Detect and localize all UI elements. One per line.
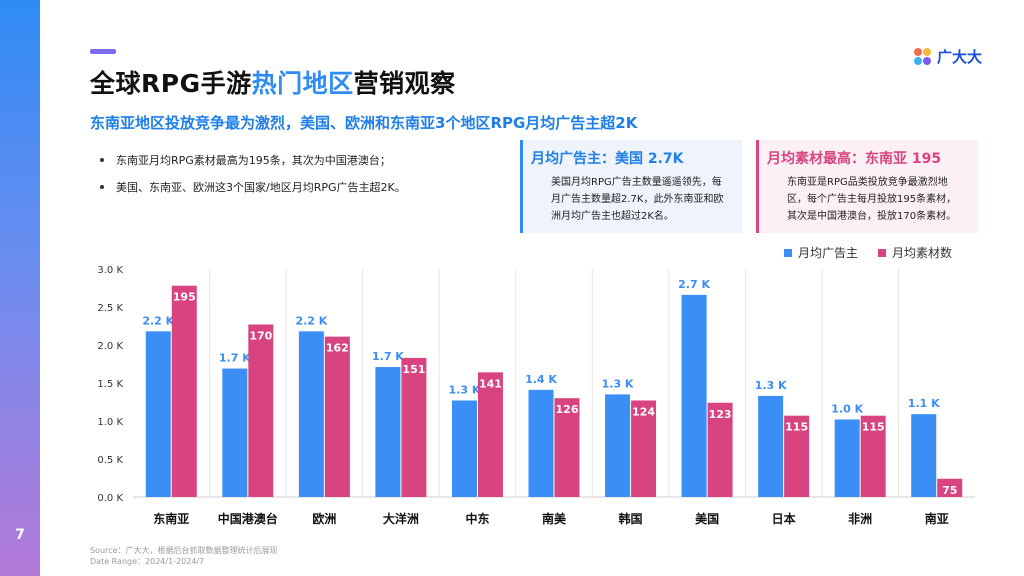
date-range-line: Date Range：2024/1-2024/7 [90, 557, 205, 566]
data-label-advertisers: 1.0 K [831, 402, 863, 415]
bullet-item: 东南亚月均RPG素材最高为195条，其次为中国港澳台； [100, 152, 406, 168]
bar-advertisers [298, 331, 324, 497]
x-category-label: 日本 [772, 511, 796, 526]
bar-materials [248, 324, 274, 497]
data-label-materials: 115 [862, 421, 885, 434]
data-label-advertisers: 2.2 K [142, 314, 174, 327]
clover-logo-icon [914, 47, 932, 66]
data-label-advertisers: 1.3 K [602, 377, 634, 390]
data-label-materials: 123 [709, 408, 732, 421]
source-note: Source：广大大，根据后台抓取数据整理统计后展现 Date Range：20… [90, 545, 277, 567]
data-label-materials: 170 [249, 329, 272, 342]
card-body: 东南亚是RPG品类投放竞争最激烈地区，每个广告主每月投放195条素材，其次是中国… [787, 177, 957, 222]
data-label-advertisers: 1.7 K [372, 350, 404, 363]
data-label-advertisers: 1.3 K [755, 379, 787, 392]
bar-materials [860, 415, 886, 497]
title-part2: 营销观察 [353, 69, 456, 98]
bar-materials [324, 336, 350, 497]
bar-advertisers [834, 419, 860, 497]
bar-materials [171, 285, 197, 497]
bar-advertisers [911, 414, 937, 497]
y-tick-label: 2.5 K [97, 303, 123, 314]
x-category-label: 南美 [542, 511, 567, 526]
bullet-dot [100, 158, 104, 162]
material-highlight-card: 月均素材最高：东南亚 195 东南亚是RPG品类投放竞争最激烈地区，每个广告主每… [756, 140, 978, 233]
bar-materials [554, 398, 580, 497]
y-tick-label: 0.0 K [97, 493, 123, 504]
data-label-materials: 115 [785, 421, 808, 434]
data-label-materials: 126 [556, 403, 579, 416]
bar-advertisers [375, 367, 401, 497]
bar-advertisers [222, 368, 248, 497]
bullet-list: 东南亚月均RPG素材最高为195条，其次为中国港澳台； 美国、东南亚、欧洲这3个… [100, 152, 406, 206]
bar-materials [937, 478, 963, 497]
brand-logo-text: 广大大 [937, 48, 983, 66]
title-part1: 全球RPG手游 [90, 69, 252, 98]
x-category-label: 东南亚 [153, 511, 189, 526]
bar-materials [401, 357, 427, 497]
y-tick-label: 3.0 K [97, 265, 123, 276]
data-label-advertisers: 1.4 K [525, 373, 557, 386]
data-label-advertisers: 1.3 K [449, 383, 481, 396]
brand-logo: 广大大 [914, 46, 982, 67]
data-label-materials: 162 [326, 342, 349, 355]
card-body: 美国月均RPG广告主数量遥遥领先，每月广告主数量超2.7K，此外东南亚和欧洲月均… [551, 177, 724, 222]
data-label-materials: 195 [173, 291, 196, 304]
data-label-advertisers: 2.2 K [295, 314, 327, 327]
x-category-label: 大洋洲 [383, 511, 419, 526]
data-label-materials: 124 [632, 405, 655, 418]
bar-advertisers [451, 400, 477, 497]
title-highlight: 热门地区 [251, 69, 354, 98]
source-line: Source：广大大，根据后台抓取数据整理统计后展现 [90, 546, 278, 555]
legend-swatch-blue [784, 248, 792, 257]
bar-materials [477, 372, 503, 497]
data-label-advertisers: 1.1 K [908, 397, 940, 410]
data-label-materials: 75 [942, 484, 957, 497]
data-label-advertisers: 1.7 K [219, 352, 251, 365]
x-category-label: 南亚 [925, 511, 949, 526]
bar-advertisers [681, 294, 707, 497]
x-category-label: 中国港澳台 [218, 511, 278, 526]
bar-advertisers [758, 395, 784, 497]
page-subtitle: 东南亚地区投放竞争最为激烈，美国、欧洲和东南亚3个地区RPG月均广告主超2K [90, 114, 638, 132]
bar-advertisers [605, 394, 631, 497]
card-title: 月均素材最高：东南亚 195 [767, 151, 942, 167]
bar-advertisers [145, 331, 171, 497]
side-accent-bar [0, 0, 40, 576]
page-number: 7 [15, 527, 25, 543]
title-accent-dash [90, 49, 116, 54]
bar-materials [784, 415, 810, 497]
page-title: 全球RPG手游热门地区营销观察 [90, 64, 456, 100]
y-tick-label: 1.0 K [97, 417, 123, 428]
bullet-text: 东南亚月均RPG素材最高为195条，其次为中国港澳台； [116, 154, 391, 167]
x-category-label: 中东 [465, 511, 489, 526]
card-title: 月均广告主：美国 2.7K [531, 151, 684, 167]
bar-materials [707, 402, 733, 497]
data-label-materials: 141 [479, 377, 502, 390]
bullet-text: 美国、东南亚、欧洲这3个国家/地区月均RPG广告主超2K。 [116, 181, 406, 194]
advertiser-highlight-card: 月均广告主：美国 2.7K 美国月均RPG广告主数量遥遥领先，每月广告主数量超2… [520, 140, 742, 233]
x-category-label: 非洲 [848, 511, 872, 526]
data-label-advertisers: 2.7 K [678, 278, 710, 291]
legend-swatch-pink [878, 248, 887, 257]
legend-label: 月均素材数 [892, 246, 953, 260]
y-tick-label: 0.5 K [97, 455, 123, 466]
legend-item-materials: 月均素材数 [878, 244, 952, 261]
bar-advertisers [528, 389, 554, 497]
bullet-item: 美国、东南亚、欧洲这3个国家/地区月均RPG广告主超2K。 [100, 179, 406, 195]
x-category-label: 欧洲 [312, 511, 336, 526]
chart-legend: 月均广告主 月均素材数 [784, 244, 952, 261]
bar-materials [631, 400, 657, 497]
x-category-label: 美国 [695, 511, 719, 526]
data-label-materials: 151 [402, 363, 425, 376]
legend-item-advertisers: 月均广告主 [784, 244, 858, 261]
y-tick-label: 1.5 K [97, 379, 123, 390]
bullet-dot [100, 185, 104, 189]
legend-label: 月均广告主 [798, 246, 859, 260]
x-category-label: 韩国 [619, 511, 643, 526]
y-tick-label: 2.0 K [97, 341, 123, 352]
